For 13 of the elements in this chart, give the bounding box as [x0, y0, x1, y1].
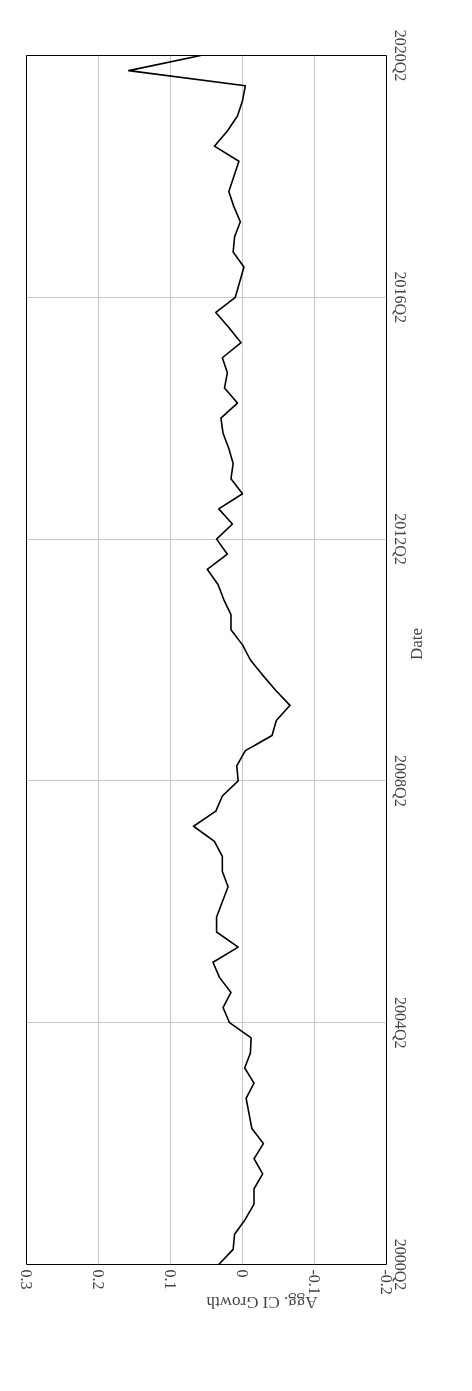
y-tick-label: 2020Q2	[391, 29, 409, 82]
y-tick-label: 2016Q2	[391, 271, 409, 324]
y-tick-label: 2012Q2	[391, 513, 409, 565]
x-axis-title: Agg. CI Growth	[206, 1293, 318, 1313]
x-tick-label: 0.2	[90, 1269, 107, 1290]
x-tick-label: 0	[234, 1269, 251, 1278]
y-tick-label: 2008Q2	[391, 755, 409, 807]
y-axis-title: Date	[407, 627, 426, 660]
x-tick-label: -0.1	[306, 1269, 323, 1295]
y-tick-label: 2000Q2	[391, 1238, 409, 1291]
x-tick-label: 0.1	[162, 1269, 179, 1290]
x-tick-label: 0.3	[18, 1269, 35, 1290]
y-tick-label: 2004Q2	[391, 996, 409, 1049]
